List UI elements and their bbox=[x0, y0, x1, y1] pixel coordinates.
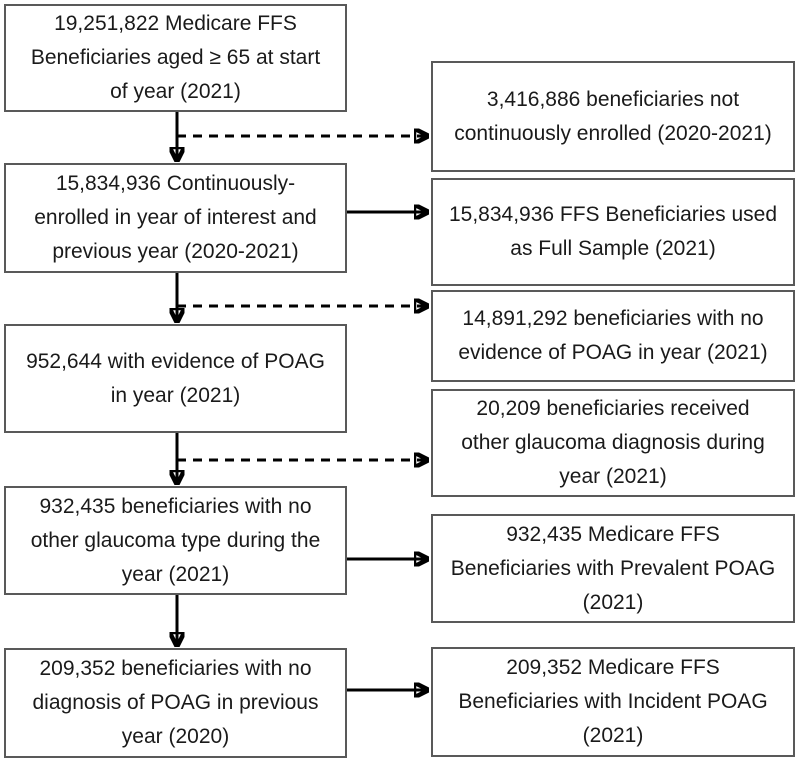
node-text: 3,416,886 beneficiaries not continuously… bbox=[454, 87, 772, 145]
node-excluded-no-poag-evidence: 14,891,292 beneficiaries with no evidenc… bbox=[431, 290, 795, 382]
node-no-other-glaucoma: 932,435 beneficiaries with no other glau… bbox=[4, 486, 347, 595]
node-text: 209,352 beneficiaries with no diagnosis … bbox=[32, 657, 319, 748]
node-incident-poag: 209,352 Medicare FFS Beneficiaries with … bbox=[431, 647, 795, 757]
node-prevalent-poag: 932,435 Medicare FFS Beneficiaries with … bbox=[431, 514, 795, 623]
node-evidence-of-poag: 952,644 with evidence of POAG in year (2… bbox=[4, 324, 347, 433]
node-text: 20,209 beneficiaries received other glau… bbox=[461, 397, 765, 488]
node-text: 15,834,936 Continuously- enrolled in yea… bbox=[34, 172, 317, 263]
node-text: 952,644 with evidence of POAG in year (2… bbox=[26, 349, 325, 407]
node-text: 932,435 Medicare FFS Beneficiaries with … bbox=[450, 522, 776, 614]
node-total-ffs-beneficiaries: 19,251,822 Medicare FFS Beneficiaries ag… bbox=[4, 4, 347, 112]
node-continuously-enrolled: 15,834,936 Continuously- enrolled in yea… bbox=[4, 163, 347, 273]
node-text: 14,891,292 beneficiaries with no evidenc… bbox=[458, 307, 768, 364]
node-text: 15,834,936 FFS Beneficiaries used as Ful… bbox=[448, 203, 778, 260]
node-no-prior-poag-diagnosis: 209,352 beneficiaries with no diagnosis … bbox=[4, 648, 347, 758]
node-excluded-not-continuously-enrolled: 3,416,886 beneficiaries not continuously… bbox=[431, 61, 795, 172]
node-text: 19,251,822 Medicare FFS Beneficiaries ag… bbox=[30, 12, 321, 103]
node-full-sample: 15,834,936 FFS Beneficiaries used as Ful… bbox=[431, 178, 795, 286]
node-text: 209,352 Medicare FFS Beneficiaries with … bbox=[458, 656, 768, 747]
node-text: 932,435 beneficiaries with no other glau… bbox=[30, 494, 321, 586]
node-excluded-other-glaucoma: 20,209 beneficiaries received other glau… bbox=[431, 389, 795, 497]
